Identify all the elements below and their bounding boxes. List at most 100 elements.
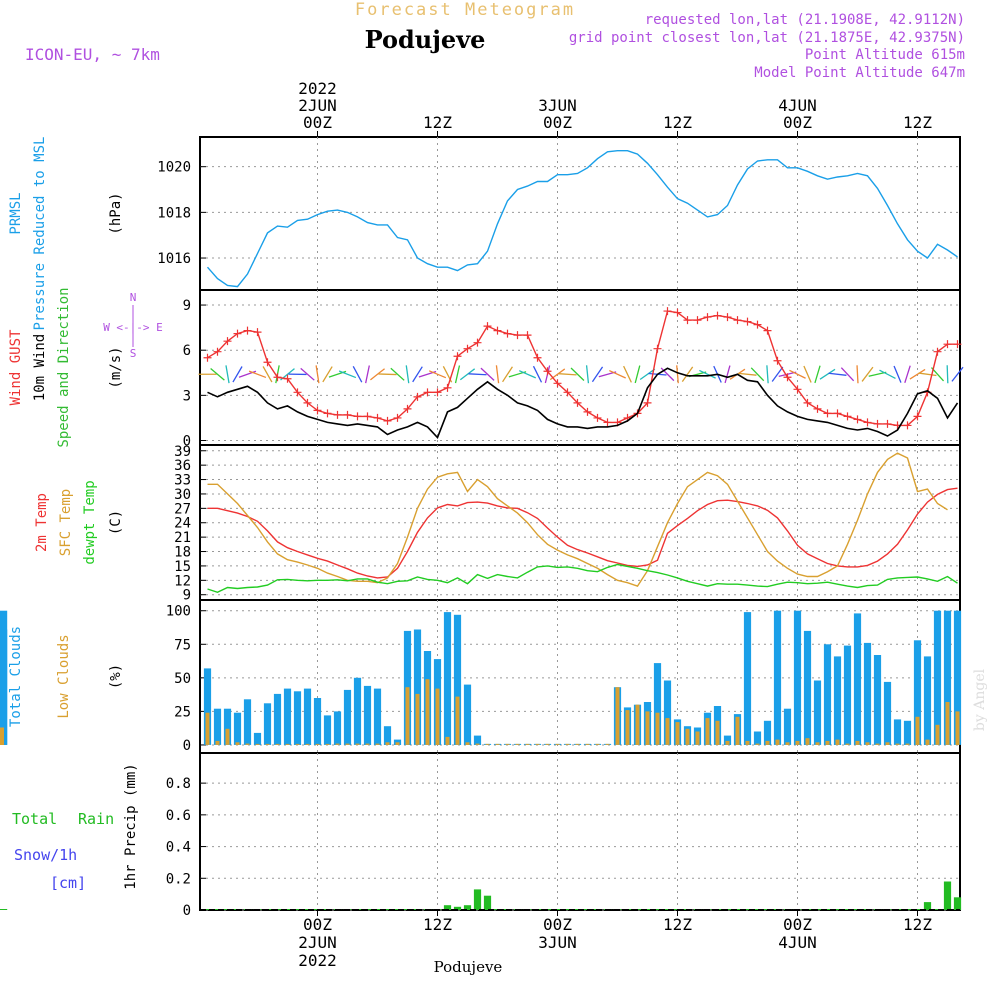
low-cloud-bar [405, 687, 410, 745]
gust-marker [653, 344, 662, 353]
gust-marker [753, 320, 762, 329]
y-tick-label: 39 [174, 444, 191, 460]
gust-marker [473, 338, 482, 347]
y-tick-label: 1018 [157, 205, 191, 221]
wind-direction-arrow [232, 366, 243, 383]
wind-direction-arrow [532, 365, 543, 383]
wind-direction-arrow [225, 365, 230, 384]
bottom-time-label: 12Z [663, 915, 692, 934]
gust-marker [863, 418, 872, 427]
total-cloud-bar [303, 688, 312, 745]
gust-marker [723, 313, 732, 322]
top-time-label: 12Z [663, 113, 692, 132]
gust-marker [453, 352, 462, 361]
low-cloud-bar [915, 716, 920, 745]
low-cloud-bar [795, 740, 800, 745]
low-cloud-bar [0, 739, 4, 745]
low-cloud-bar [455, 696, 460, 745]
low-cloud-bar [515, 743, 520, 745]
total-cloud-bar [473, 735, 482, 745]
low-cloud-bar [0, 727, 4, 745]
total-cloud-bar [313, 698, 322, 745]
top-time-label: 3JUN [538, 96, 577, 115]
wind-direction-arrow [861, 366, 874, 382]
total-cloud-bar [283, 688, 292, 745]
low-cloud-bar [895, 743, 900, 745]
y-tick-label: 18 [174, 545, 191, 561]
total-cloud-bar [783, 708, 792, 745]
total-cloud-bar [913, 640, 922, 745]
low-cloud-bar [475, 743, 480, 745]
gust-marker [803, 398, 812, 407]
total-cloud-bar [933, 610, 942, 745]
gust-marker [403, 404, 412, 413]
total-cloud-bar [253, 732, 262, 745]
footer-station: Podujeve [434, 958, 503, 976]
precip-bar [553, 909, 562, 910]
gust-marker [713, 311, 722, 320]
low-cloud-bar [325, 743, 330, 745]
gust-marker [583, 407, 592, 416]
y-tick-label: 9 [183, 588, 191, 604]
total-cloud-bar [853, 613, 862, 745]
y-tick-label: 25 [174, 704, 191, 720]
gust-marker [433, 388, 442, 397]
low-cloud-bar [575, 743, 580, 745]
low-cloud-bar [825, 740, 830, 745]
precip-bar [383, 909, 392, 910]
wind-direction-arrow [495, 365, 500, 384]
top-time-label: 12Z [423, 113, 452, 132]
total-cloud-bar [213, 708, 222, 745]
precip-bar [473, 889, 482, 910]
compass-n: N [130, 291, 137, 304]
precip-bar [843, 909, 852, 910]
precip-bar [283, 909, 292, 910]
wind-direction-arrow [623, 365, 632, 383]
wind-direction-arrow [918, 372, 937, 377]
wind-direction-arrow [390, 367, 405, 381]
low-cloud-bar [555, 743, 560, 745]
wind-direction-arrow [840, 367, 855, 382]
total-cloud-bar [943, 610, 952, 745]
low-cloud-bar [215, 740, 220, 745]
wind-direction-arrow [951, 366, 964, 382]
gust-marker [343, 410, 352, 419]
wind-direction-arrow [879, 369, 896, 379]
low-cloud-bar [505, 743, 510, 745]
low-cloud-bar [675, 722, 680, 745]
total-cloud-bar [773, 610, 782, 745]
low-cloud-bar [935, 724, 940, 745]
gust-marker [413, 392, 422, 401]
low-cloud-bar [285, 743, 290, 745]
total-cloud-bar [823, 644, 832, 745]
gust-marker [833, 409, 842, 418]
wind-direction-arrow [909, 368, 926, 380]
precip-label-snow: Snow/1h [14, 846, 77, 864]
gust-marker [363, 412, 372, 421]
compass-s: S [130, 347, 137, 360]
wind-direction-arrow [480, 367, 495, 381]
gust-marker [823, 409, 832, 418]
bottom-time-label: 12Z [423, 915, 452, 934]
low-cloud-bar [535, 743, 540, 745]
total-cloud-bar [373, 688, 382, 745]
precip-bar [373, 909, 382, 910]
10m-wind-line [207, 367, 959, 439]
gust-marker [563, 388, 572, 397]
gust-marker [253, 328, 262, 337]
wind-direction-arrow [518, 370, 537, 379]
top-time-label: 00Z [303, 113, 332, 132]
precip-bar [393, 909, 402, 910]
total-cloud-bar [333, 711, 342, 745]
precip-frame [199, 752, 961, 911]
precip-bar [573, 909, 582, 910]
precip-label-total: Total [12, 810, 57, 828]
precip-panel: 0 0.2 0.4 0.6 0.8 1hr Precip (mm) Total RainSno… [0, 752, 962, 919]
total-cloud-bar [883, 681, 892, 745]
low-cloud-bar [495, 743, 500, 745]
precip-bar [933, 909, 942, 910]
gust-marker [693, 316, 702, 325]
y-axis-label: (m/s) [108, 346, 124, 388]
low-cloud-bar [545, 743, 550, 745]
gust-marker [203, 353, 212, 362]
